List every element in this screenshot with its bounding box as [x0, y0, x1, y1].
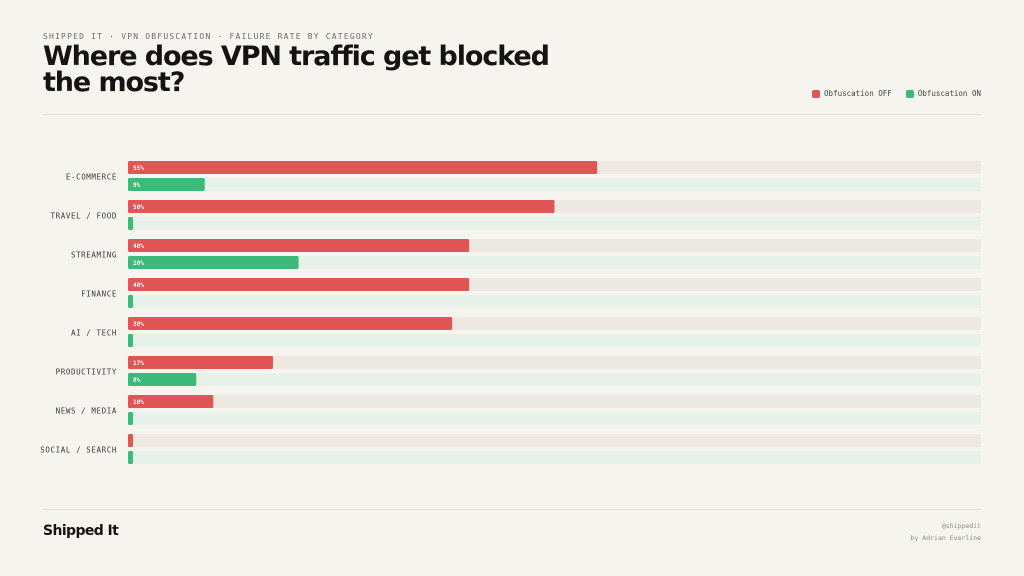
- bar-track-off: [128, 356, 981, 369]
- bar-value-label: 9%: [133, 182, 141, 189]
- bar-on-e-commerce: [128, 178, 205, 191]
- bar-value-label: 10%: [133, 399, 144, 406]
- category-label: AI / TECH: [71, 329, 117, 338]
- bar-off-news-media: [128, 395, 214, 408]
- legend-item-off: Obfuscation OFF: [812, 89, 892, 98]
- bar-track-on: [128, 334, 981, 347]
- legend-swatch-off: [812, 89, 821, 98]
- bar-off-productivity: [128, 356, 274, 369]
- category-label: NEWS / MEDIA: [56, 407, 117, 416]
- bar-on-social-search: [128, 451, 133, 464]
- footer-handle: @shippedit: [941, 522, 981, 530]
- bar-off-finance: [128, 278, 470, 291]
- bar-track-on: [128, 373, 981, 386]
- bar-value-label: 50%: [133, 204, 144, 211]
- bar-value-label: 38%: [133, 321, 144, 328]
- footer-divider: [43, 509, 981, 510]
- bar-track-off: [128, 395, 981, 408]
- footer-author: by Adrian Everline: [910, 534, 981, 542]
- category-label: SOCIAL / SEARCH: [40, 446, 117, 455]
- legend-swatch-on: [905, 89, 914, 98]
- bar-off-ai-tech: [128, 317, 453, 330]
- bar-on-productivity: [128, 373, 197, 386]
- bar-value-label: 17%: [133, 360, 144, 367]
- category-label: PRODUCTIVITY: [56, 368, 117, 377]
- category-label: TRAVEL / FOOD: [51, 212, 118, 221]
- bar-on-news-media: [128, 412, 133, 425]
- bar-on-finance: [128, 295, 133, 308]
- category-label: STREAMING: [71, 251, 117, 260]
- bar-value-label: 55%: [133, 165, 144, 172]
- category-label: FINANCE: [81, 290, 117, 299]
- legend-item-on: Obfuscation ON: [905, 89, 981, 98]
- bar-track-off: [128, 434, 981, 447]
- bar-track-on: [128, 295, 981, 308]
- bar-on-ai-tech: [128, 334, 133, 347]
- header-divider: [43, 114, 981, 115]
- bar-on-streaming: [128, 256, 299, 269]
- legend-label-on: Obfuscation ON: [917, 89, 981, 98]
- bar-on-travel-food: [128, 217, 133, 230]
- category-label: E-COMMERCE: [66, 173, 117, 182]
- legend-label-off: Obfuscation OFF: [824, 89, 892, 98]
- bar-off-streaming: [128, 239, 470, 252]
- bar-track-on: [128, 217, 981, 230]
- bar-track-on: [128, 451, 981, 464]
- legend: Obfuscation OFF Obfuscation ON: [812, 89, 981, 98]
- bar-value-label: 8%: [133, 377, 141, 384]
- bar-value-label: 40%: [133, 243, 144, 250]
- bar-value-label: 20%: [133, 260, 144, 267]
- footer-brand: Shipped It: [43, 523, 119, 539]
- chart-kicker: SHIPPED IT · VPN OBFUSCATION · FAILURE R…: [43, 32, 374, 41]
- bar-track-on: [128, 412, 981, 425]
- bar-off-e-commerce: [128, 161, 598, 174]
- bar-track-on: [128, 256, 981, 269]
- chart-title: Where does VPN traffic get blocked the m…: [43, 41, 550, 98]
- bar-off-social-search: [128, 434, 133, 447]
- bar-value-label: 40%: [133, 282, 144, 289]
- bar-track-on: [128, 178, 981, 191]
- bar-off-travel-food: [128, 200, 555, 213]
